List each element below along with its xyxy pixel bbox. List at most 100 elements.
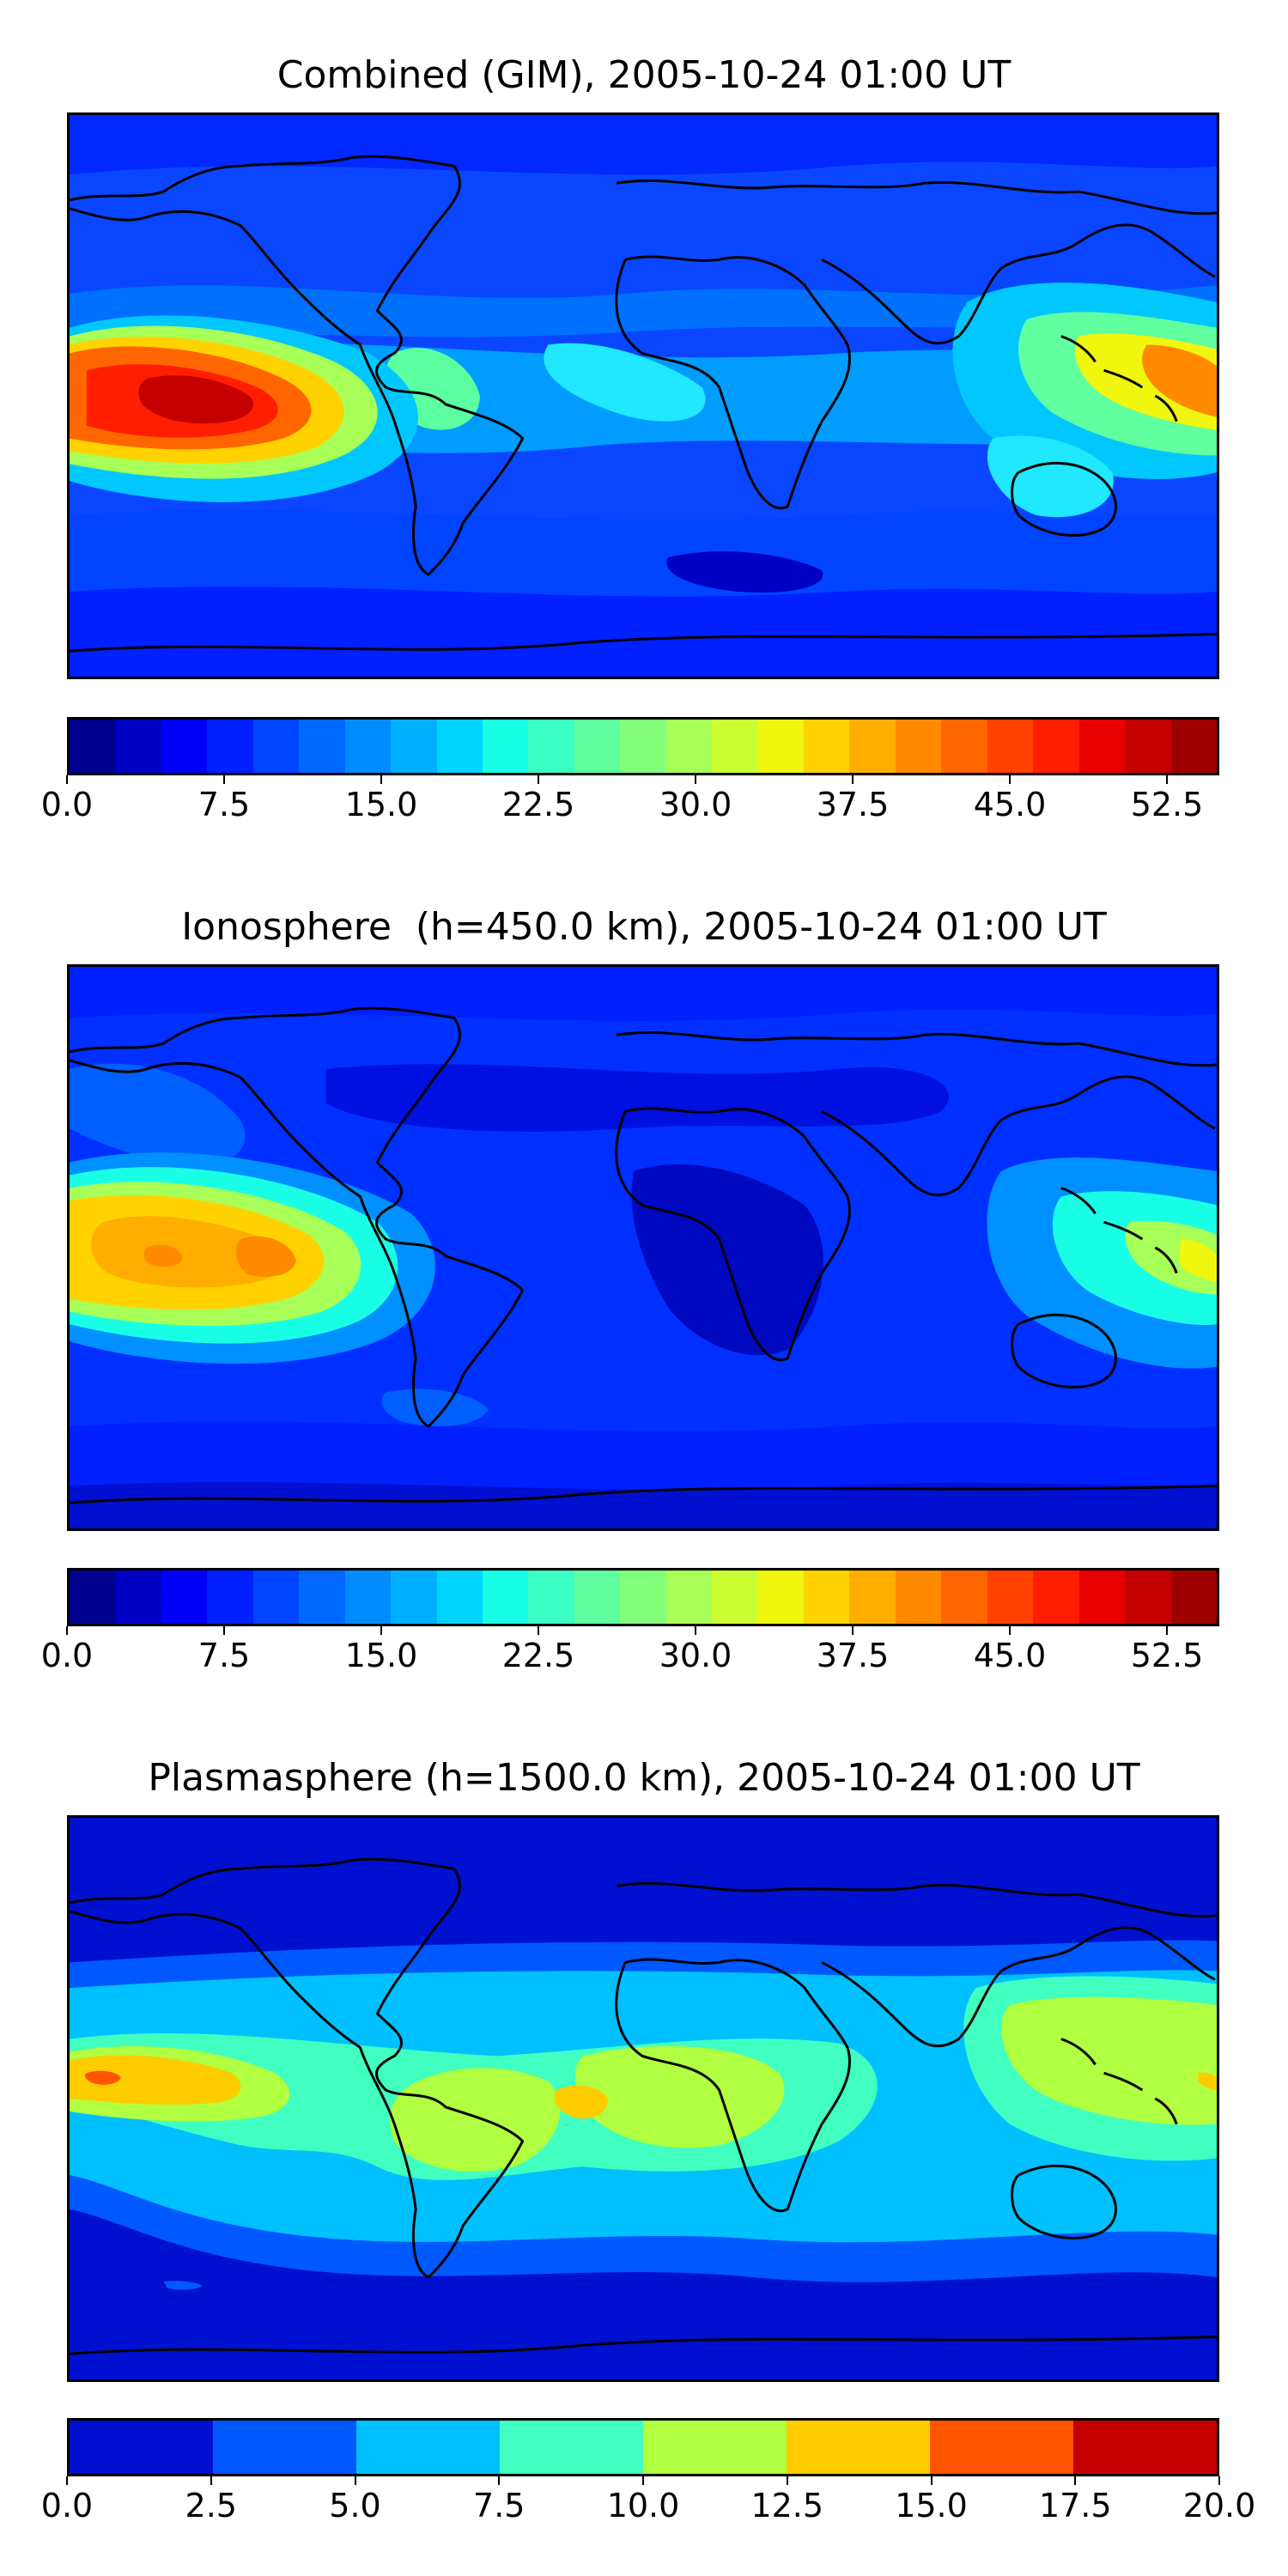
colorbar-tick-label: 0.0 [40, 786, 94, 823]
colorbar-tick-label: 37.5 [816, 1637, 890, 1674]
colorbar-segment [804, 1571, 850, 1624]
colorbar-segment [70, 2421, 213, 2474]
colorbar-tick-label: 7.5 [197, 1637, 251, 1674]
colorbar-segment [987, 720, 1034, 773]
colorbar-segment [712, 720, 758, 773]
colorbar-tick [538, 1626, 539, 1635]
colorbar-segment [1125, 720, 1171, 773]
colorbar-segment [987, 1571, 1034, 1624]
colorbar-segment [115, 1571, 161, 1624]
colorbar-segment [161, 720, 208, 773]
colorbar-tick [380, 1626, 382, 1635]
colorbar-tick [1166, 775, 1168, 784]
colorbar-segment [115, 720, 161, 773]
colorbar-tick [1009, 775, 1011, 784]
colorbar-segment [344, 1571, 392, 1624]
colorbar-segment [849, 720, 896, 773]
colorbar-tick-label: 12.5 [750, 2487, 824, 2524]
colorbar-tick-label: 5.0 [329, 2487, 381, 2524]
colorbar-segment [757, 1571, 804, 1624]
colorbar-tick [223, 1626, 225, 1635]
colorbar-tick-label: 15.0 [895, 2487, 968, 2524]
colorbar-tick-label: 52.5 [1130, 1637, 1204, 1674]
colorbar-segment [941, 1571, 987, 1624]
colorbar-segment [500, 2421, 643, 2474]
colorbar-segment [665, 720, 713, 773]
colorbar-segment [252, 1571, 300, 1624]
colorbar-tick [852, 775, 854, 784]
colorbar-segment [1073, 2421, 1217, 2474]
colorbar-tick-label: 15.0 [344, 786, 418, 823]
colorbar-segment [356, 2421, 500, 2474]
colorbar-segment [161, 1571, 208, 1624]
colorbar-segment [712, 1571, 758, 1624]
colorbar-segment [482, 1571, 529, 1624]
colorbar-tick [695, 1626, 696, 1635]
colorbar-tick [380, 775, 382, 784]
colorbar-tick [223, 775, 225, 784]
colorbar-segment [1125, 1571, 1171, 1624]
colorbar-segment [941, 720, 987, 773]
colorbar-tick [66, 775, 68, 784]
colorbar-segment [391, 1571, 437, 1624]
colorbar-segment [895, 720, 942, 773]
colorbar-segment [757, 720, 804, 773]
colorbar-segment [787, 2421, 930, 2474]
colorbar-segment [1170, 1571, 1217, 1624]
colorbar-tick-label: 0.0 [40, 2487, 94, 2524]
colorbar-tick-label: 45.0 [973, 1637, 1047, 1674]
ionosphere-colorbar [67, 1568, 1219, 1626]
colorbar-segment [1170, 720, 1217, 773]
colorbar-tick-label: 52.5 [1130, 786, 1204, 823]
colorbar-segment [849, 1571, 896, 1624]
colorbar-segment [804, 720, 850, 773]
panel-3-title: Plasmasphere (h=1500.0 km), 2005-10-24 0… [148, 1756, 1140, 1800]
colorbar-tick-label: 17.5 [1038, 2487, 1112, 2524]
colorbar-tick [786, 2476, 788, 2485]
colorbar-tick [538, 775, 539, 784]
colorbar-segment [1078, 1571, 1126, 1624]
colorbar-tick [642, 2476, 644, 2485]
colorbar-tick [1074, 2476, 1077, 2485]
colorbar-segment [70, 1571, 116, 1624]
ionosphere-map [67, 964, 1219, 1531]
combined-map [67, 112, 1219, 679]
colorbar-tick [354, 2476, 356, 2485]
colorbar-segment [620, 1571, 666, 1624]
colorbar-segment [895, 1571, 942, 1624]
colorbar-tick [498, 2476, 501, 2485]
colorbar-tick-label: 7.5 [197, 786, 251, 823]
colorbar-segment [436, 1571, 483, 1624]
colorbar-tick [930, 2476, 933, 2485]
colorbar-segment [620, 720, 666, 773]
colorbar-segment [344, 720, 392, 773]
colorbar-segment [207, 1571, 253, 1624]
panel-2-title: Ionosphere (h=450.0 km), 2005-10-24 01:0… [181, 905, 1107, 949]
colorbar-tick-label: 15.0 [344, 1637, 418, 1674]
colorbar-tick [1166, 1626, 1168, 1635]
colorbar-tick [1218, 2476, 1220, 2485]
colorbar-tick-label: 45.0 [973, 786, 1047, 823]
colorbar-tick-label: 37.5 [816, 786, 890, 823]
colorbar-segment [213, 2421, 356, 2474]
colorbar-segment [665, 1571, 713, 1624]
plasmasphere-map [67, 1815, 1219, 2382]
colorbar-tick-label: 0.0 [40, 1637, 94, 1674]
colorbar-segment [299, 720, 345, 773]
colorbar-segment [574, 1571, 621, 1624]
colorbar-tick [210, 2476, 212, 2485]
colorbar-segment [70, 720, 116, 773]
colorbar-tick-label: 20.0 [1182, 2487, 1256, 2524]
colorbar-tick [852, 1626, 854, 1635]
colorbar-tick [695, 775, 696, 784]
colorbar-tick-label: 22.5 [501, 1637, 575, 1674]
colorbar-tick-label: 22.5 [501, 786, 575, 823]
combined-colorbar [67, 717, 1219, 775]
colorbar-tick [1009, 1626, 1011, 1635]
colorbar-segment [528, 720, 574, 773]
colorbar-segment [1033, 1571, 1079, 1624]
colorbar-segment [643, 2421, 787, 2474]
panel-1-title: Combined (GIM), 2005-10-24 01:00 UT [276, 53, 1012, 97]
colorbar-segment [252, 720, 300, 773]
colorbar-segment [574, 720, 621, 773]
